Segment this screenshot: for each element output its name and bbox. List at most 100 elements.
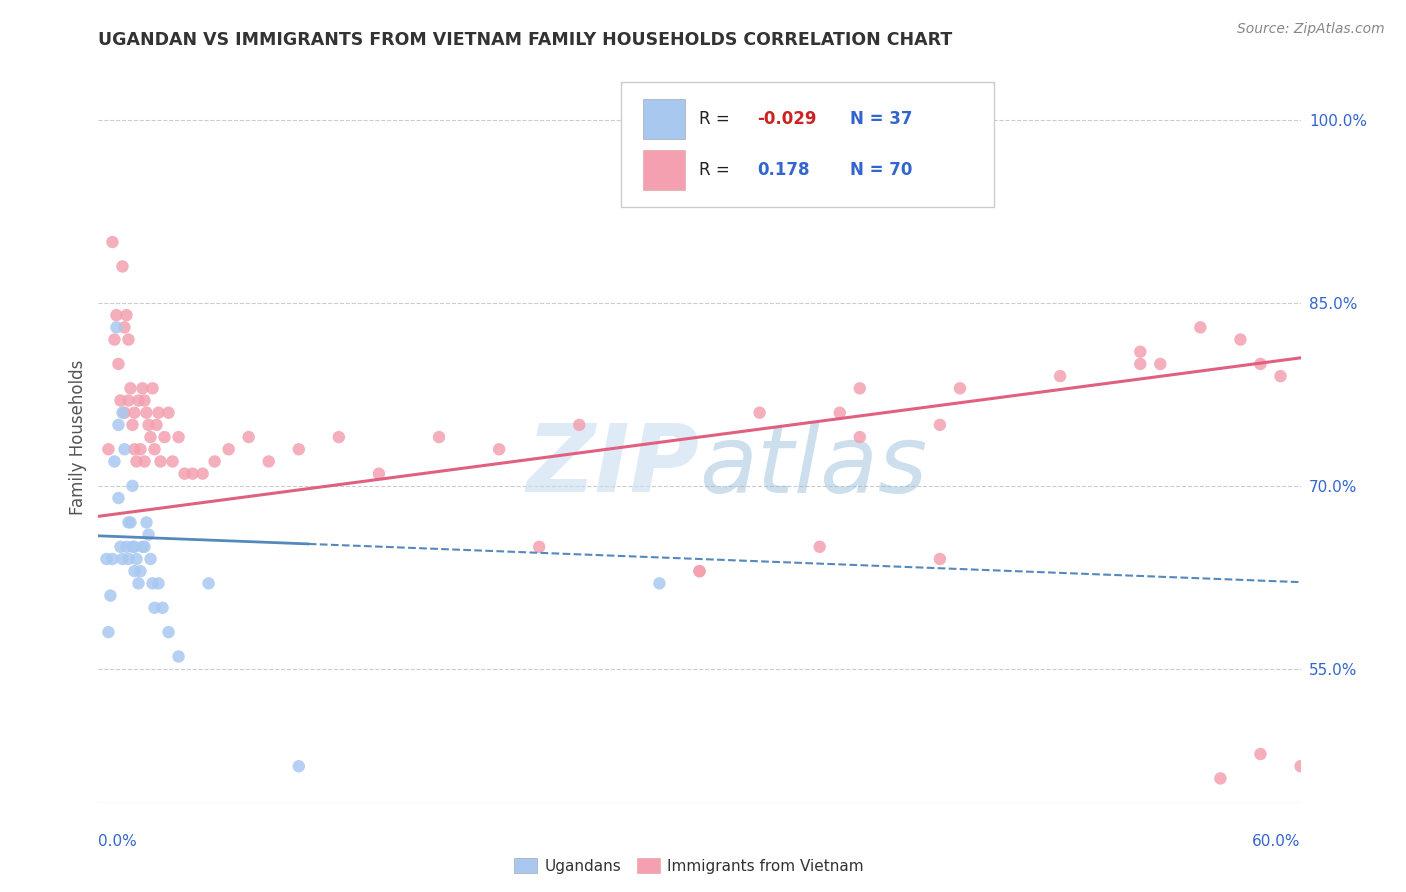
Point — [114, 442, 136, 457]
Point — [105, 320, 128, 334]
Legend: Ugandans, Immigrants from Vietnam: Ugandans, Immigrants from Vietnam — [508, 852, 870, 880]
Point — [157, 625, 180, 640]
Point — [648, 576, 671, 591]
Text: N = 37: N = 37 — [849, 110, 912, 128]
Point — [157, 406, 180, 420]
Point — [128, 576, 150, 591]
Point — [167, 649, 190, 664]
Point — [115, 308, 138, 322]
Text: atlas: atlas — [699, 421, 928, 512]
Point — [134, 393, 156, 408]
Point — [149, 454, 172, 468]
Point — [1289, 759, 1312, 773]
Point — [120, 516, 142, 530]
Point — [148, 406, 170, 420]
Point — [117, 333, 139, 347]
Point — [97, 625, 120, 640]
Point — [111, 552, 134, 566]
Point — [97, 442, 120, 457]
Point — [139, 552, 162, 566]
Point — [1229, 333, 1251, 347]
Point — [238, 430, 260, 444]
Point — [1129, 344, 1152, 359]
Point — [1149, 357, 1171, 371]
Point — [134, 540, 156, 554]
Point — [218, 442, 240, 457]
Point — [103, 333, 125, 347]
Point — [134, 454, 156, 468]
Point — [808, 540, 831, 554]
Point — [135, 516, 157, 530]
Point — [288, 442, 311, 457]
Point — [139, 430, 162, 444]
Point — [121, 417, 143, 432]
Point — [124, 442, 146, 457]
Point — [107, 357, 129, 371]
Point — [1250, 747, 1272, 761]
Text: 60.0%: 60.0% — [1253, 834, 1301, 849]
Point — [167, 430, 190, 444]
Text: -0.029: -0.029 — [758, 110, 817, 128]
Point — [949, 381, 972, 395]
Text: N = 70: N = 70 — [849, 161, 912, 179]
Point — [929, 552, 952, 566]
Point — [141, 381, 163, 395]
Point — [120, 381, 142, 395]
Point — [152, 600, 174, 615]
Point — [124, 564, 146, 578]
Text: 0.178: 0.178 — [758, 161, 810, 179]
Point — [121, 479, 143, 493]
Point — [129, 442, 152, 457]
Text: R =: R = — [699, 161, 735, 179]
Point — [143, 442, 166, 457]
Point — [107, 491, 129, 505]
Point — [138, 417, 160, 432]
Point — [101, 552, 124, 566]
Point — [148, 576, 170, 591]
Point — [125, 454, 148, 468]
Point — [191, 467, 214, 481]
Point — [488, 442, 510, 457]
Point — [648, 125, 671, 139]
Point — [197, 576, 219, 591]
Point — [121, 540, 143, 554]
Point — [1189, 320, 1212, 334]
Point — [114, 406, 136, 420]
Point — [748, 406, 770, 420]
Point — [368, 467, 391, 481]
Point — [124, 540, 146, 554]
Point — [110, 540, 132, 554]
Point — [141, 576, 163, 591]
Text: R =: R = — [699, 110, 735, 128]
Point — [117, 552, 139, 566]
Point — [115, 540, 138, 554]
Point — [1250, 357, 1272, 371]
Point — [173, 467, 195, 481]
Text: Source: ZipAtlas.com: Source: ZipAtlas.com — [1237, 22, 1385, 37]
Point — [143, 600, 166, 615]
Text: 0.0%: 0.0% — [98, 834, 138, 849]
Point — [529, 540, 551, 554]
Point — [105, 308, 128, 322]
Point — [131, 540, 153, 554]
Point — [162, 454, 184, 468]
Point — [145, 417, 167, 432]
Point — [135, 406, 157, 420]
Point — [328, 430, 350, 444]
Point — [101, 235, 124, 249]
Point — [129, 564, 152, 578]
Point — [181, 467, 204, 481]
Point — [124, 406, 146, 420]
FancyBboxPatch shape — [621, 82, 994, 207]
Point — [427, 430, 450, 444]
Point — [204, 454, 226, 468]
Point — [117, 516, 139, 530]
Point — [153, 430, 176, 444]
Point — [114, 320, 136, 334]
Point — [1209, 772, 1232, 786]
Point — [828, 406, 851, 420]
Text: ZIP: ZIP — [527, 420, 699, 512]
Point — [1049, 369, 1071, 384]
Point — [107, 417, 129, 432]
Point — [138, 527, 160, 541]
